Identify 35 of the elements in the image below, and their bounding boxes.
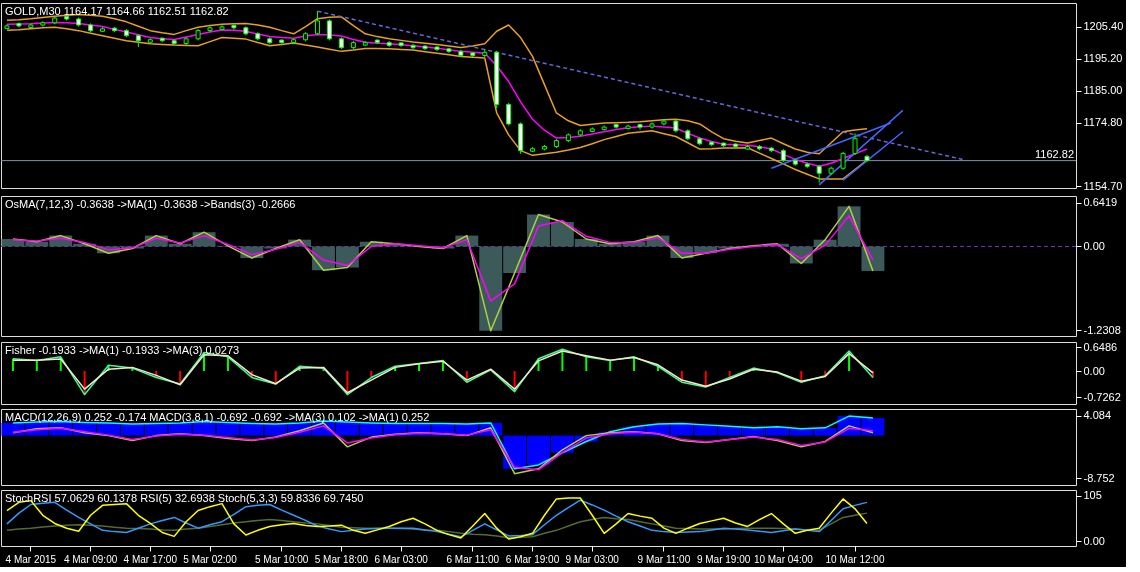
y-tick-label: 1185.00 xyxy=(1083,84,1123,97)
chart-title: GOLD,M30 1164.17 1164.66 1162.51 1162.82 xyxy=(5,5,229,17)
y-tick-label: 0.00 xyxy=(1083,364,1105,377)
x-tick-label: 10 Mar 04:00 xyxy=(753,553,814,565)
ref-line-label: 1162.82 xyxy=(1035,147,1074,160)
chart-title: Fisher -0.1933 ->MA(1) -0.1933 ->MA(3) 0.0273 xyxy=(5,344,240,356)
y-tick-label: 4.084 xyxy=(1083,409,1112,422)
x-tick-label: 6 Mar 19:00 xyxy=(505,553,560,565)
y-tick-label: -1.2308 xyxy=(1083,323,1121,336)
x-tick-label: 4 Mar 09:00 xyxy=(63,553,118,565)
y-tick-label: 0.00 xyxy=(1083,534,1105,547)
y-tick-label: 1154.70 xyxy=(1083,179,1123,192)
y-tick-label: 0.6486 xyxy=(1083,340,1118,353)
x-tick-label: 5 Mar 10:00 xyxy=(255,553,309,565)
x-tick-label: 9 Mar 19:00 xyxy=(696,553,751,565)
x-tick-label: 5 Mar 02:00 xyxy=(183,553,238,565)
x-tick-label: 4 Mar 2015 xyxy=(5,553,57,565)
chart-title: StochRSI 57.0629 60.1378 RSI(5) 32.6938 Stoch(5,3,3) 59.8336 69.7450 xyxy=(5,492,364,504)
chart-title: MACD(12,26,9) 0.252 -0.174 MACD(3,8,1) -0.692 -0.692 ->MA(3) 0.102 ->MA(1) 0.252 xyxy=(5,411,430,423)
y-tick-label: 105 xyxy=(1083,489,1102,502)
x-tick-label: 5 Mar 18:00 xyxy=(314,553,369,565)
x-tick-label: 9 Mar 11:00 xyxy=(637,553,691,565)
x-tick-label: 10 Mar 12:00 xyxy=(825,553,885,565)
chart-title: OsMA(7,12,3) -0.3638 ->MA(1) -0.3638 ->Bands(3) -0.2666 xyxy=(5,198,296,210)
y-tick-label: 0.6419 xyxy=(1083,196,1118,209)
x-tick-label: 6 Mar 11:00 xyxy=(446,553,500,565)
x-tick-label: 9 Mar 03:00 xyxy=(565,553,620,565)
y-tick-label: -8.752 xyxy=(1083,471,1115,484)
x-tick-label: 4 Mar 17:00 xyxy=(123,553,178,565)
y-tick-label: 1205.40 xyxy=(1083,20,1124,33)
y-tick-label: -0.7262 xyxy=(1083,390,1121,403)
y-tick-label: 1195.20 xyxy=(1083,52,1123,65)
y-tick-label: 0.00 xyxy=(1083,239,1105,252)
y-tick-label: 1174.80 xyxy=(1083,116,1123,129)
x-tick-label: 6 Mar 03:00 xyxy=(374,553,429,565)
